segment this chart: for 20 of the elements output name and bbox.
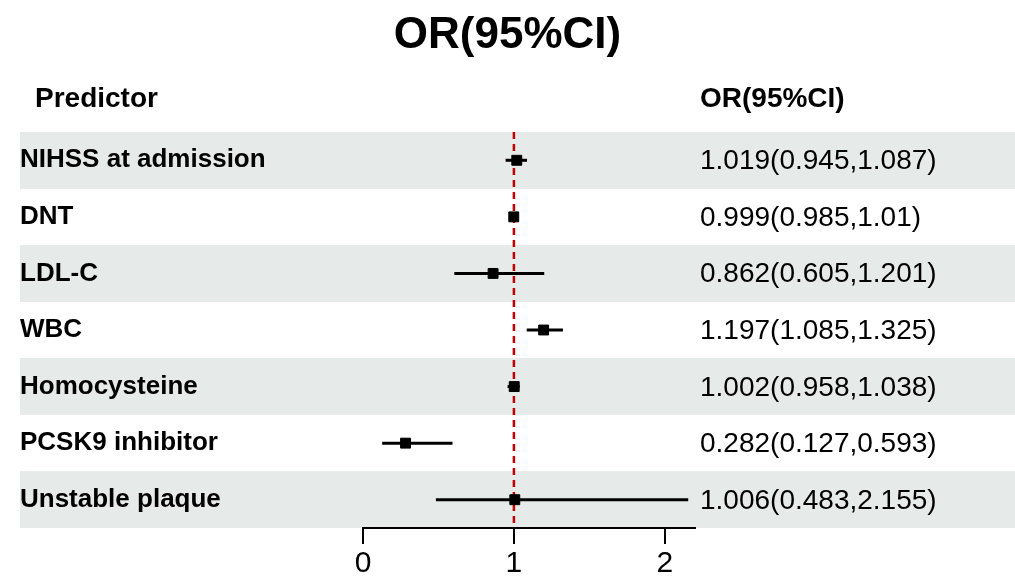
chart-title: OR(95%CI) [392, 8, 623, 58]
text: 0.862(0.605,1.201) [700, 256, 937, 291]
y-tick-label: DNT [20, 200, 74, 231]
y-tick-label: NIHSS at admission [20, 143, 266, 174]
text: 1.019(0.945,1.087) [700, 143, 937, 178]
text: 0.282(0.127,0.593) [700, 426, 937, 461]
x-tick-label: 1 [505, 545, 523, 579]
x-tick-label: 2 [656, 545, 674, 579]
y-tick-label: WBC [20, 313, 83, 344]
y-tick-label: Homocysteine [20, 369, 198, 400]
y-tick-label: PCSK9 inhibitor [20, 426, 218, 457]
x-tick-label: 0 [354, 545, 372, 579]
text: 1.002(0.958,1.038) [700, 369, 937, 404]
y-tick-label: LDL-C [20, 256, 99, 287]
text: 0.999(0.985,1.01) [700, 199, 922, 234]
y-tick-label: Unstable plaque [20, 482, 221, 513]
text: OR(95%CI) [700, 82, 845, 114]
text: 1.197(1.085,1.325) [700, 313, 937, 347]
text: 1.006(0.483,2.155) [700, 482, 937, 517]
y-axis-title: Predictor [35, 82, 158, 114]
